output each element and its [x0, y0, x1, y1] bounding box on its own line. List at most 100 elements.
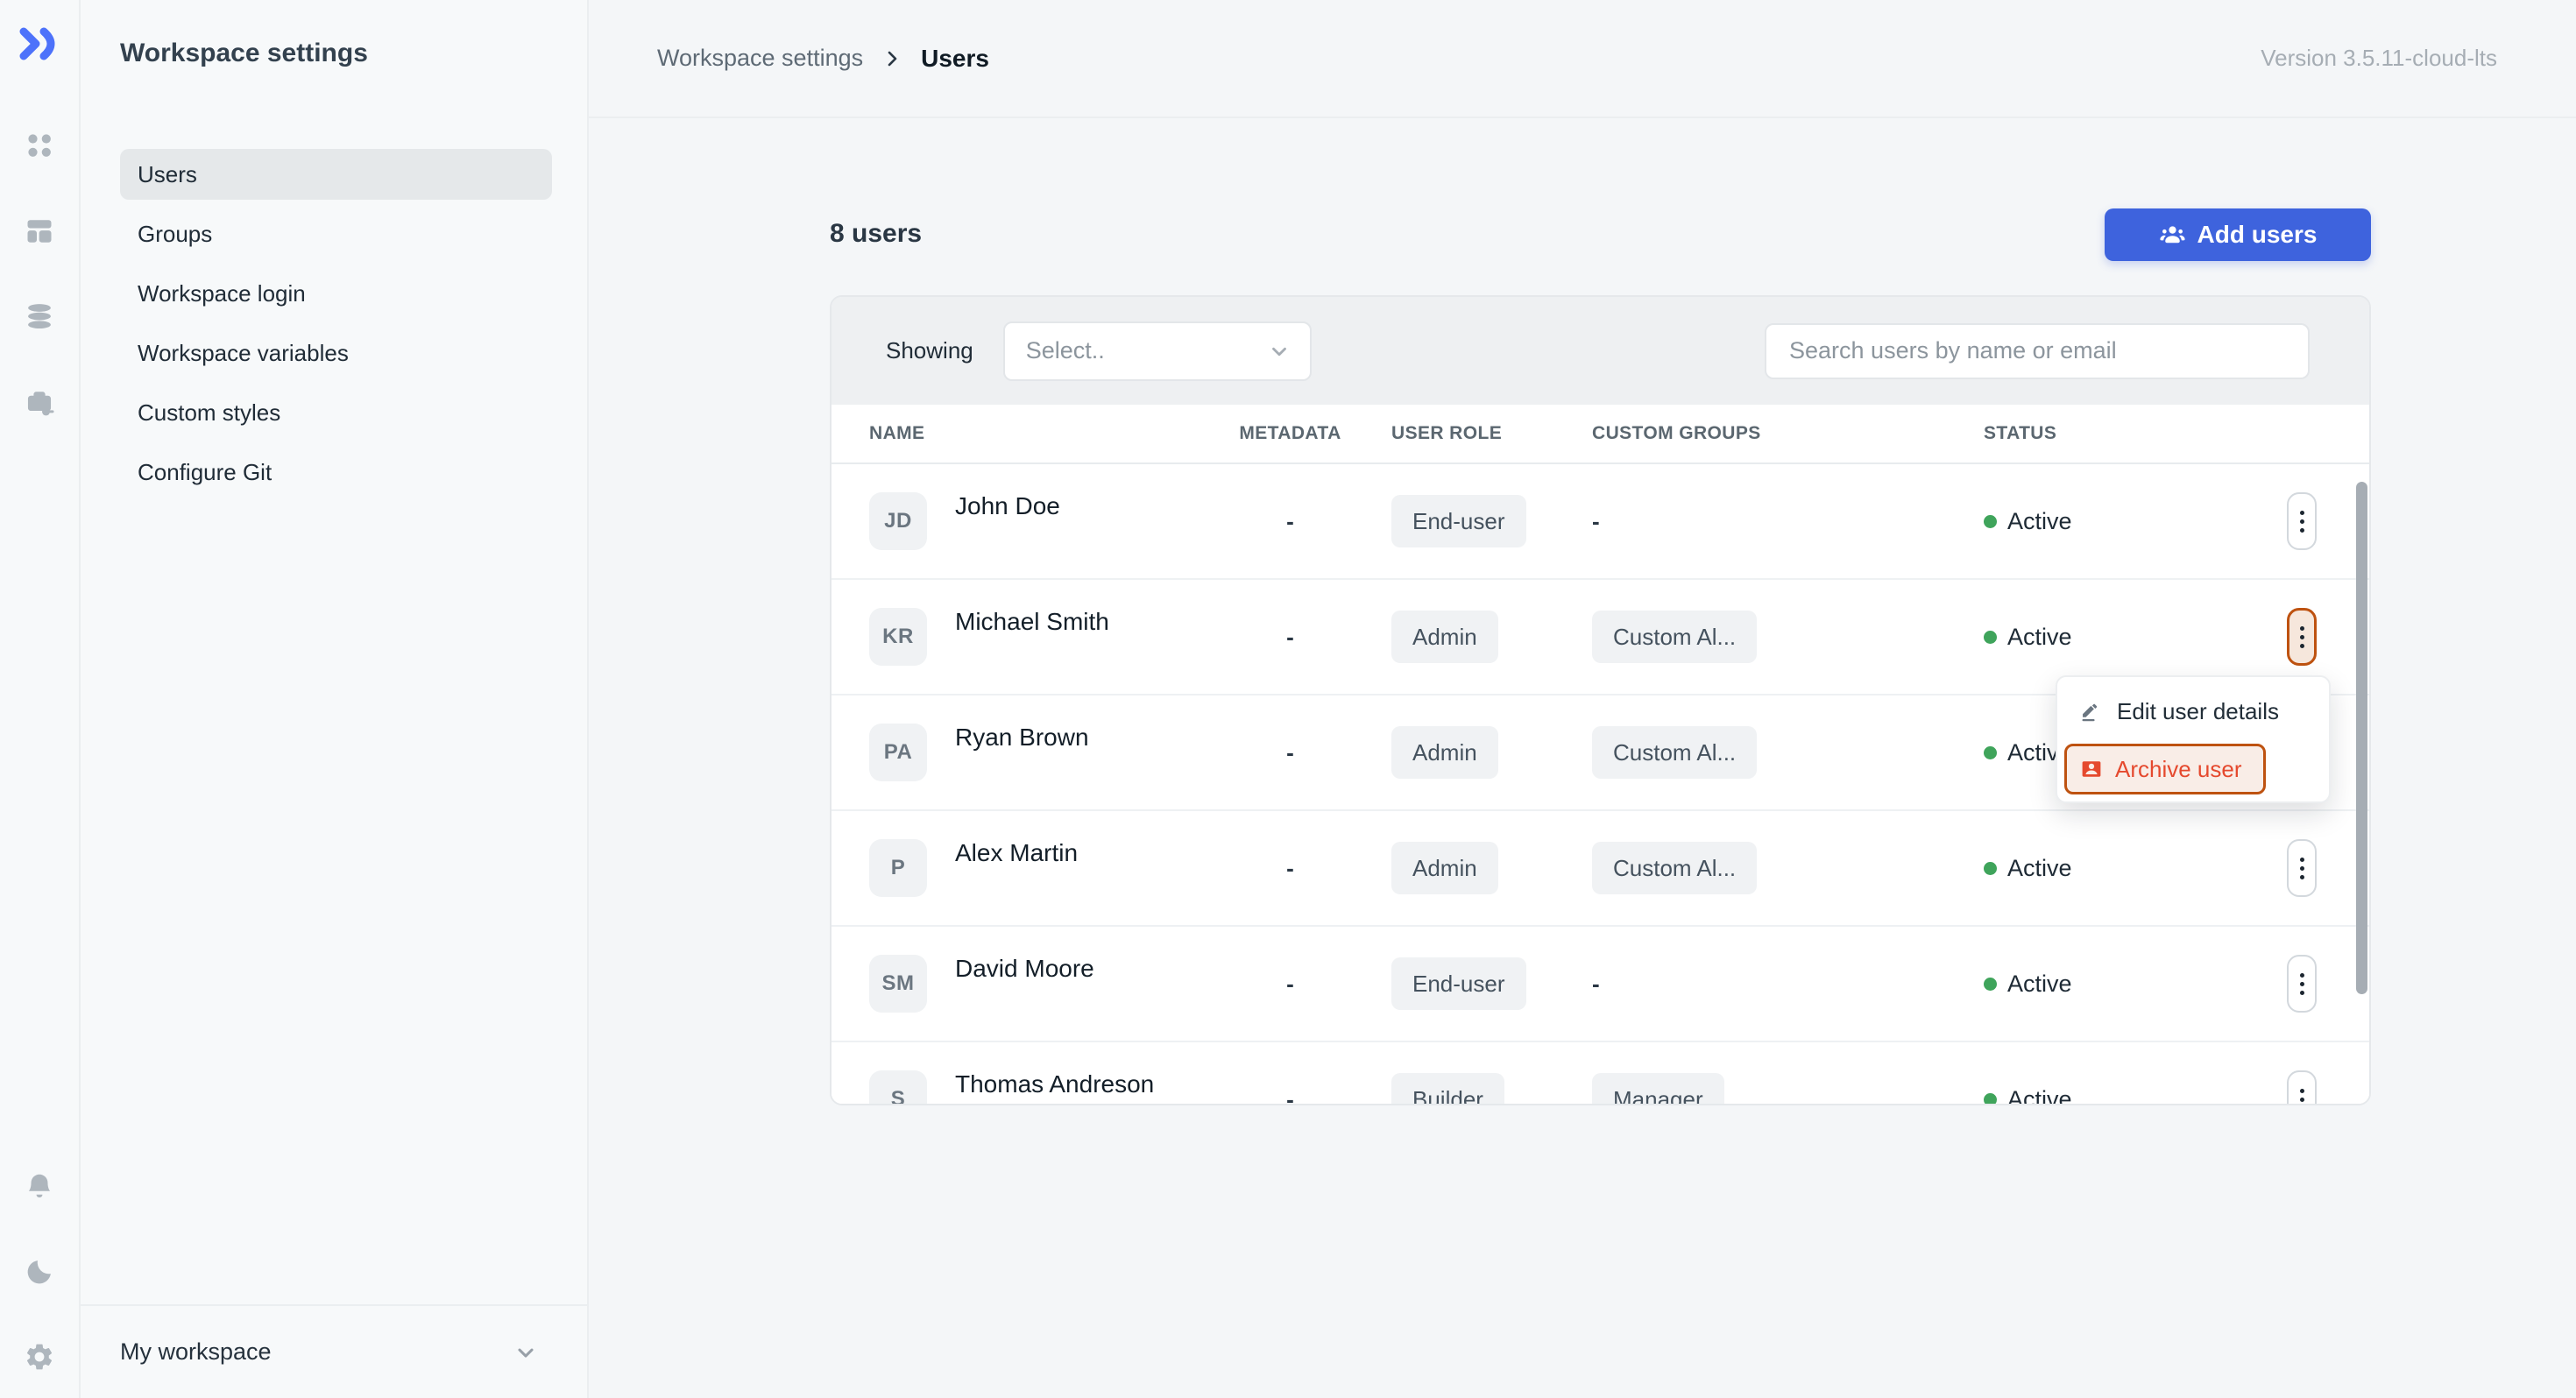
avatar: PA [869, 724, 927, 781]
breadcrumb-current: Users [921, 44, 989, 72]
page-header: Workspace settings Users Version 3.5.11-… [587, 0, 2576, 118]
app-logo[interactable] [0, 25, 79, 63]
sidebar-item-groups[interactable]: Groups [138, 220, 213, 247]
avatar: S [869, 1070, 927, 1104]
users-count: 8 users [830, 219, 923, 248]
main-content: Workspace settings Users Version 3.5.11-… [587, 0, 2576, 1398]
workspace-switcher[interactable]: My workspace [79, 1306, 587, 1398]
chevron-down-icon [1271, 347, 1286, 356]
user-role-badge: End-user [1391, 495, 1526, 547]
avatar: KR [869, 608, 927, 666]
column-header-name: NAME [869, 423, 925, 443]
status-dot [1984, 630, 1997, 644]
user-groups: - [1592, 970, 1600, 997]
apps-grid-icon[interactable] [24, 130, 55, 161]
add-users-label: Add users [2197, 221, 2318, 248]
breadcrumb: Workspace settings Users [657, 45, 989, 73]
search-input[interactable] [1765, 322, 2310, 379]
showing-select[interactable]: Select.. [1002, 321, 1312, 381]
column-header-metadata: METADATA [1239, 423, 1341, 443]
status-dot [1984, 977, 1997, 991]
moon-icon[interactable] [24, 1256, 55, 1288]
sidebar-title: Workspace settings [120, 39, 368, 67]
user-role-badge: Admin [1391, 611, 1498, 663]
status-label: Active [2007, 854, 2072, 881]
user-name: Michael Smith [955, 608, 1109, 635]
chevron-right-icon [888, 51, 897, 66]
status-label: Active [2007, 1085, 2072, 1105]
column-header-status: STATUS [1984, 423, 2057, 443]
user-groups: Custom Al... [1592, 726, 1758, 779]
row-menu-button[interactable] [2287, 839, 2317, 897]
avatar: JD [869, 492, 927, 550]
archive-user-menu-item[interactable]: Archive user [2064, 744, 2266, 794]
version-label: Version 3.5.11-cloud-lts [2261, 45, 2497, 71]
user-metadata: - [1286, 970, 1294, 997]
breadcrumb-parent[interactable]: Workspace settings [657, 45, 864, 71]
table-row: SM David Moore - End-user - Active [832, 927, 2369, 1042]
user-metadata: - [1286, 738, 1294, 766]
status-dot [1984, 861, 1997, 875]
user-metadata: - [1286, 854, 1294, 881]
status-dot [1984, 745, 1997, 759]
gear-icon[interactable] [24, 1341, 55, 1373]
user-role-badge: End-user [1391, 957, 1526, 1010]
chevron-down-icon [518, 1348, 534, 1358]
status-label: Active [2007, 623, 2072, 650]
table-row: S Thomas Andreson - Builder Manager Acti… [832, 1042, 2369, 1105]
status-label: Active [2007, 970, 2072, 997]
table-row: JD John Doe - End-user - Active [832, 464, 2369, 580]
user-metadata: - [1286, 623, 1294, 650]
table-row: P Alex Martin - Admin Custom Al... Activ… [832, 811, 2369, 927]
user-name: David Moore [955, 955, 1094, 982]
settings-sidebar: Workspace settings Users Groups Workspac… [79, 0, 589, 1398]
sidebar-divider [79, 1304, 587, 1306]
status-label: Active [2007, 507, 2072, 534]
select-placeholder: Select.. [1025, 337, 1105, 364]
scrollbar-thumb[interactable] [2356, 482, 2367, 994]
column-header-custom-groups: CUSTOM GROUPS [1592, 423, 1761, 443]
showing-label: Showing [886, 337, 973, 364]
user-groups: Manager [1592, 1073, 1724, 1104]
user-metadata: - [1286, 1085, 1294, 1105]
user-role-badge: Builder [1391, 1073, 1504, 1104]
table-header-row: NAME METADATA USER ROLE CUSTOM GROUPS ST… [832, 405, 2369, 464]
sidebar-item-workspace-variables[interactable]: Workspace variables [138, 339, 349, 366]
row-menu-button[interactable] [2287, 1070, 2317, 1104]
edit-user-menu-item[interactable]: Edit user details [2064, 684, 2322, 738]
sidebar-item-custom-styles[interactable]: Custom styles [138, 399, 281, 426]
sidebar-item-workspace-login[interactable]: Workspace login [138, 279, 306, 307]
row-menu-button[interactable] [2287, 492, 2317, 550]
workspace-name: My workspace [120, 1338, 272, 1365]
user-name: Ryan Brown [955, 724, 1089, 751]
row-menu-button[interactable] [2287, 608, 2317, 666]
archive-user-icon [2082, 761, 2101, 777]
user-name: Alex Martin [955, 839, 1079, 866]
archive-user-label: Archive user [2115, 755, 2242, 782]
row-context-menu: Edit user details Archive user [2056, 675, 2331, 803]
status-dot [1984, 1092, 1997, 1104]
bell-icon[interactable] [24, 1171, 55, 1203]
sidebar-item-users[interactable]: Users [120, 149, 552, 200]
user-role-badge: Admin [1391, 726, 1498, 779]
user-groups: Custom Al... [1592, 611, 1758, 663]
user-groups: Custom Al... [1592, 842, 1758, 894]
user-name: Thomas Andreson [955, 1070, 1155, 1098]
table-filterbar: Showing Select.. [832, 297, 2369, 405]
settings-nav: Users Groups Workspace login Workspace v… [120, 149, 552, 498]
icon-rail [0, 0, 81, 1398]
sidebar-item-configure-git[interactable]: Configure Git [138, 458, 272, 485]
status-dot [1984, 514, 1997, 528]
workspace-constants-icon[interactable] [24, 387, 55, 419]
add-users-button[interactable]: Add users [2105, 208, 2371, 261]
database-icon[interactable] [24, 301, 55, 333]
column-header-user-role: USER ROLE [1391, 423, 1503, 443]
user-groups: - [1592, 507, 1600, 534]
users-icon [2159, 225, 2185, 243]
pencil-icon [2082, 703, 2098, 721]
row-menu-button[interactable] [2287, 955, 2317, 1013]
user-metadata: - [1286, 507, 1294, 534]
avatar: SM [869, 955, 927, 1013]
layout-icon[interactable] [24, 215, 55, 247]
user-role-badge: Admin [1391, 842, 1498, 894]
